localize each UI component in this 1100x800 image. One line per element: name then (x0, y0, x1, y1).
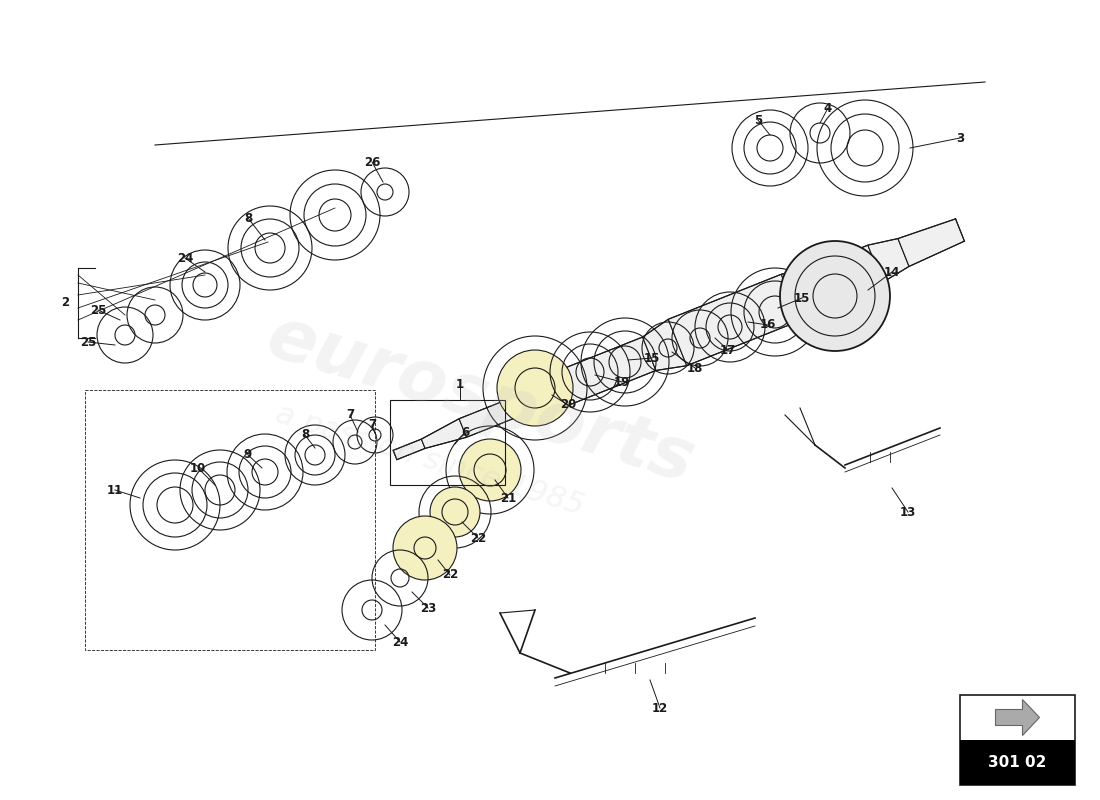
Text: eurosports: eurosports (258, 302, 702, 498)
Text: 15: 15 (794, 291, 811, 305)
Circle shape (393, 516, 456, 580)
Text: 25: 25 (90, 303, 107, 317)
Text: 13: 13 (900, 506, 916, 518)
Text: 7: 7 (345, 409, 354, 422)
Polygon shape (421, 418, 466, 448)
Polygon shape (459, 390, 540, 438)
Circle shape (780, 241, 890, 351)
Text: 9: 9 (244, 449, 252, 462)
Text: 23: 23 (420, 602, 436, 614)
Text: 8: 8 (301, 429, 309, 442)
Text: 19: 19 (614, 375, 630, 389)
Text: 1: 1 (455, 378, 464, 391)
Text: 15: 15 (644, 351, 660, 365)
Text: 18: 18 (686, 362, 703, 374)
Bar (960, 740, 1075, 785)
Text: 22: 22 (442, 569, 458, 582)
Polygon shape (812, 245, 882, 305)
Text: 7: 7 (367, 418, 376, 431)
Circle shape (430, 487, 480, 537)
Text: 10: 10 (190, 462, 206, 474)
Bar (390, 400, 505, 485)
Text: 14: 14 (883, 266, 900, 278)
Polygon shape (996, 699, 1040, 735)
Text: a passion since 1985: a passion since 1985 (272, 399, 587, 521)
Text: 11: 11 (107, 483, 123, 497)
Bar (85, 390, 375, 650)
Polygon shape (669, 274, 800, 366)
Polygon shape (781, 268, 826, 321)
Polygon shape (393, 439, 425, 460)
Text: 24: 24 (392, 635, 408, 649)
Text: 8: 8 (244, 211, 252, 225)
Text: 3: 3 (956, 131, 964, 145)
Text: 6: 6 (461, 426, 469, 438)
Text: 17: 17 (719, 343, 736, 357)
Text: 24: 24 (177, 251, 194, 265)
Text: 5: 5 (754, 114, 762, 126)
Text: 20: 20 (560, 398, 576, 411)
Text: 2: 2 (60, 295, 69, 309)
Text: 21: 21 (499, 491, 516, 505)
Text: 301 02: 301 02 (988, 755, 1047, 770)
Polygon shape (898, 219, 965, 266)
Bar (960, 695, 1075, 785)
Text: 16: 16 (760, 318, 777, 331)
Text: 22: 22 (470, 531, 486, 545)
Circle shape (497, 350, 573, 426)
Polygon shape (868, 238, 909, 282)
Text: 25: 25 (80, 335, 96, 349)
Circle shape (459, 439, 521, 501)
Text: 4: 4 (824, 102, 832, 114)
Polygon shape (558, 337, 656, 404)
Text: 12: 12 (652, 702, 668, 714)
Polygon shape (642, 319, 686, 370)
Polygon shape (532, 370, 571, 408)
Text: 26: 26 (364, 155, 381, 169)
